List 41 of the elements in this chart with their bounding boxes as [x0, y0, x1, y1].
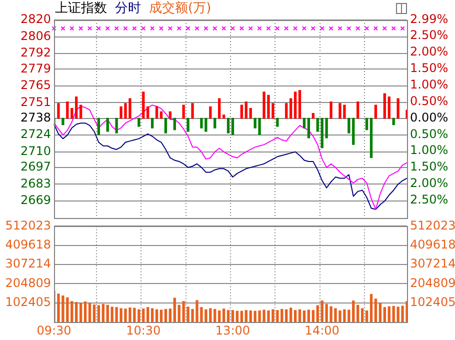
y-tick-label: 204809: [5, 276, 51, 290]
y2-tick-label: 1.50%: [410, 160, 448, 174]
x-tick-label: 10:30: [126, 323, 161, 338]
y2-tick-label: 2.99%: [410, 12, 448, 26]
y-tick-label: 2710: [20, 144, 51, 158]
y-tick-label: 102405: [5, 294, 51, 309]
y-tick-label: 2765: [20, 78, 51, 92]
y2-tick-label: 0.50%: [410, 94, 448, 108]
y2-tick-label: 512023: [410, 218, 455, 232]
y-tick-label: 2792: [20, 46, 51, 60]
y2-tick-label: 1.00%: [410, 143, 448, 158]
y2-tick-label: 2.50%: [410, 28, 448, 42]
y2-tick-label: 1.50%: [410, 61, 448, 76]
y2-tick-label: 2.00%: [410, 44, 448, 59]
y2-tick-label: 204809: [410, 276, 455, 290]
y-tick-label: 512023: [5, 218, 51, 232]
y-tick-label: 2751: [20, 94, 51, 109]
text: 分时: [115, 1, 141, 16]
y-tick-label: 2779: [20, 61, 51, 76]
text: 成交额(万): [149, 1, 212, 16]
y-tick-label: 2697: [20, 160, 51, 174]
y2-tick-label: 0.50%: [410, 126, 448, 141]
chart-title: 上证指数: [55, 1, 107, 16]
y-tick-label: 2820: [20, 12, 51, 26]
y2-tick-label: 2.00%: [410, 176, 448, 190]
x-tick-label: 14:00: [304, 323, 340, 338]
x-tick-label: 09:30: [36, 323, 72, 338]
y-tick-label: 2738: [20, 110, 51, 124]
y2-tick-label: 409618: [410, 237, 455, 252]
y-tick-label: 2806: [20, 28, 51, 43]
y2-tick-label: 2.50%: [410, 192, 448, 207]
x-tick-label: 13:00: [215, 323, 250, 338]
y2-tick-label: 0.00%: [410, 110, 448, 124]
y-tick-label: 2724: [20, 127, 51, 142]
y2-tick-label: 102405: [410, 294, 455, 309]
y-tick-label: 307214: [5, 256, 51, 271]
y2-tick-label: 307214: [410, 256, 455, 271]
y-tick-label: 409618: [5, 237, 51, 252]
y-tick-label: 2669: [20, 193, 51, 208]
y-tick-label: 2683: [20, 176, 51, 190]
y2-tick-label: 1.00%: [410, 78, 448, 92]
